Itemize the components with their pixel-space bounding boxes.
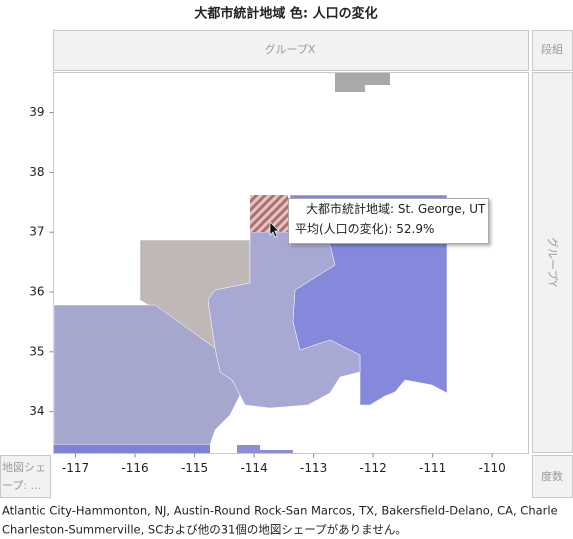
y-tick-label: 34 bbox=[29, 404, 44, 418]
freq-zone[interactable] bbox=[532, 455, 573, 498]
tooltip-line-2: 平均(人口の変化): 52.9% bbox=[295, 221, 434, 236]
x-tick-label: -116 bbox=[121, 461, 148, 475]
region-selected[interactable] bbox=[250, 195, 288, 232]
map-shape-label-2: ープ: … bbox=[2, 479, 42, 492]
x-tick-label: -115 bbox=[181, 461, 208, 475]
group-y-zone[interactable] bbox=[532, 72, 573, 453]
missing-note-2: Charleston-Summerville, SCおよび他の31個の地図シェー… bbox=[2, 523, 407, 537]
tooltip-key: 平均(人口の変化): bbox=[295, 221, 392, 236]
y-tick-label: 39 bbox=[29, 105, 44, 119]
cursor bbox=[269, 221, 280, 238]
group-x-zone[interactable] bbox=[53, 30, 529, 71]
x-tick-label: -117 bbox=[62, 461, 89, 475]
group-x-label: グループX bbox=[265, 42, 316, 56]
map-shape-zone[interactable] bbox=[0, 455, 51, 498]
chart-title: 大都市統計地域 色: 人口の変化 bbox=[194, 6, 377, 22]
y-tick-label: 36 bbox=[29, 285, 44, 299]
x-tick-label: -110 bbox=[479, 461, 506, 475]
plot-area: 大都市統計地域: St. George, UT 平均(人口の変化): 52.9% bbox=[53, 72, 529, 454]
tooltip-line-1: 大都市統計地域: St. George, UT bbox=[306, 201, 486, 216]
freq-label: 度数 bbox=[541, 469, 563, 483]
x-tick-label: -111 bbox=[419, 461, 446, 475]
y-tick-label: 38 bbox=[29, 165, 44, 179]
region[interactable] bbox=[335, 73, 390, 92]
region[interactable] bbox=[237, 445, 293, 453]
y-tick-label: 35 bbox=[29, 344, 44, 358]
tooltip-key: 大都市統計地域: bbox=[306, 201, 394, 216]
region[interactable] bbox=[54, 445, 210, 453]
wrap-label: 段組 bbox=[541, 42, 563, 56]
group-y-label: グループY bbox=[546, 237, 560, 287]
wrap-zone[interactable] bbox=[532, 30, 573, 71]
map-shape-label-1: 地図シェ bbox=[2, 461, 46, 474]
tooltip-region: St. George, UT bbox=[398, 202, 486, 216]
region[interactable] bbox=[207, 231, 361, 409]
missing-note-1: Atlantic City-Hammonton, NJ, Austin-Roun… bbox=[2, 504, 558, 518]
tooltip bbox=[288, 198, 489, 244]
tooltip-value: 52.9% bbox=[396, 222, 434, 236]
x-tick-label: -114 bbox=[240, 461, 267, 475]
y-tick-label: 37 bbox=[29, 225, 44, 239]
x-tick-label: -113 bbox=[300, 461, 327, 475]
x-tick-label: -112 bbox=[360, 461, 387, 475]
